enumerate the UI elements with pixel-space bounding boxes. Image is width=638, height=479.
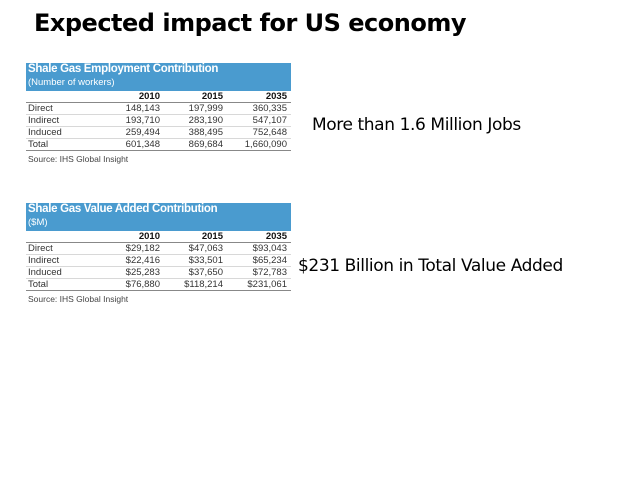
cell-value: 360,335 [223,102,291,115]
employment-table-header: Shale Gas Employment Contribution (Numbe… [26,63,291,91]
cell-value: $65,234 [223,254,291,267]
table-row: Indirect 193,710 283,190 547,107 [26,114,291,127]
cell-value: $72,783 [223,266,291,279]
cell-value: $33,501 [160,254,223,267]
value-added-table-title: Shale Gas Value Added Contribution [28,203,218,215]
table-header-row: 2010 2015 2035 [26,91,291,103]
slide-title: Expected impact for US economy [34,9,466,37]
row-label: Induced [26,126,100,139]
column-header: 2010 [100,91,160,103]
cell-value: 148,143 [100,102,160,115]
value-added-data-grid: 2010 2015 2035 Direct $29,182 $47,063 $9… [26,231,291,291]
cell-value: 193,710 [100,114,160,127]
table-source-note: Source: IHS Global Insight [28,154,129,164]
column-header: 2010 [100,231,160,243]
jobs-callout: More than 1.6 Million Jobs [312,115,521,135]
cell-value: $47,063 [160,242,223,255]
value-added-callout: $231 Billion in Total Value Added [298,256,563,276]
table-header-row: 2010 2015 2035 [26,231,291,243]
corner-cell [26,91,100,103]
cell-value: 197,999 [160,102,223,115]
row-label: Indirect [26,254,100,267]
table-row: Indirect $22,416 $33,501 $65,234 [26,254,291,267]
value-added-table: Shale Gas Value Added Contribution ($M) … [26,203,291,304]
cell-value: 601,348 [100,138,160,151]
column-header: 2015 [160,91,223,103]
cell-value: $76,880 [100,278,160,291]
table-row: Induced $25,283 $37,650 $72,783 [26,266,291,279]
row-label: Total [26,278,100,291]
employment-data-grid: 2010 2015 2035 Direct 148,143 197,999 36… [26,91,291,151]
table-total-row: Total $76,880 $118,214 $231,061 [26,278,291,291]
row-label: Direct [26,242,100,255]
table-row: Direct 148,143 197,999 360,335 [26,102,291,115]
row-label: Total [26,138,100,151]
cell-value: $37,650 [160,266,223,279]
cell-value: 283,190 [160,114,223,127]
cell-value: 388,495 [160,126,223,139]
cell-value: $118,214 [160,278,223,291]
employment-table-subtitle: (Number of workers) [28,77,115,88]
column-header: 2015 [160,231,223,243]
table-source-note: Source: IHS Global Insight [28,294,129,304]
cell-value: 869,684 [160,138,223,151]
row-label: Direct [26,102,100,115]
value-added-table-subtitle: ($M) [28,217,48,228]
column-header: 2035 [223,91,291,103]
cell-value: 1,660,090 [223,138,291,151]
table-row: Induced 259,494 388,495 752,648 [26,126,291,139]
employment-table: Shale Gas Employment Contribution (Numbe… [26,63,291,164]
column-header: 2035 [223,231,291,243]
cell-value: $93,043 [223,242,291,255]
table-row: Direct $29,182 $47,063 $93,043 [26,242,291,255]
cell-value: 547,107 [223,114,291,127]
row-label: Induced [26,266,100,279]
cell-value: $231,061 [223,278,291,291]
cell-value: $22,416 [100,254,160,267]
cell-value: 752,648 [223,126,291,139]
cell-value: 259,494 [100,126,160,139]
cell-value: $25,283 [100,266,160,279]
cell-value: $29,182 [100,242,160,255]
table-total-row: Total 601,348 869,684 1,660,090 [26,138,291,151]
row-label: Indirect [26,114,100,127]
corner-cell [26,231,100,243]
value-added-table-header: Shale Gas Value Added Contribution ($M) [26,203,291,231]
employment-table-title: Shale Gas Employment Contribution [28,63,219,75]
